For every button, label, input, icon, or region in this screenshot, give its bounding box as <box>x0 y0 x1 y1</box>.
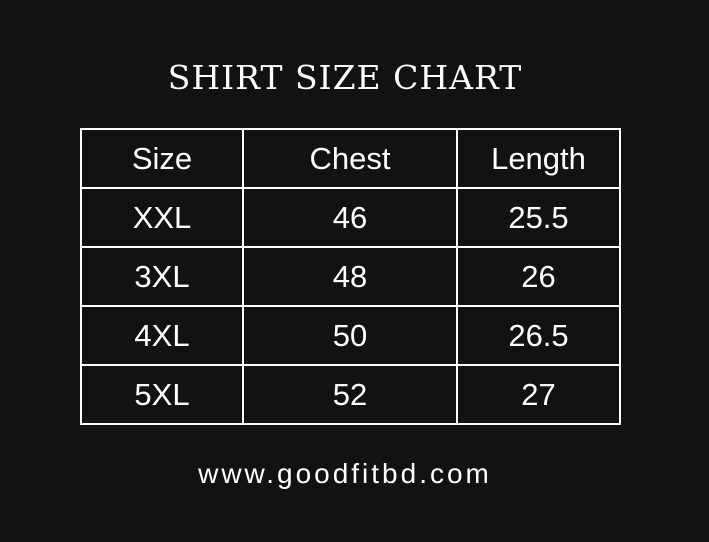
table-row: 4XL 50 26.5 <box>80 305 621 366</box>
cell-chest: 52 <box>242 364 458 425</box>
cell-length: 26.5 <box>456 305 621 366</box>
header-size: Size <box>80 128 244 189</box>
table-row: 3XL 48 26 <box>80 246 621 307</box>
cell-chest: 50 <box>242 305 458 366</box>
cell-size: 4XL <box>80 305 244 366</box>
cell-chest: 48 <box>242 246 458 307</box>
cell-length: 25.5 <box>456 187 621 248</box>
website-url: www.goodfitbd.com <box>198 458 492 489</box>
cell-size: XXL <box>80 187 244 248</box>
cell-size: 5XL <box>80 364 244 425</box>
header-chest: Chest <box>242 128 458 189</box>
size-table: Size Chest Length XXL 46 25.5 3XL 48 26 … <box>80 128 621 425</box>
table-row: 5XL 52 27 <box>80 364 621 425</box>
cell-chest: 46 <box>242 187 458 248</box>
cell-size: 3XL <box>80 246 244 307</box>
header-length: Length <box>456 128 621 189</box>
table-row: XXL 46 25.5 <box>80 187 621 248</box>
page-title: SHIRT SIZE CHART <box>167 58 523 97</box>
cell-length: 26 <box>456 246 621 307</box>
cell-length: 27 <box>456 364 621 425</box>
table-header-row: Size Chest Length <box>80 128 621 189</box>
